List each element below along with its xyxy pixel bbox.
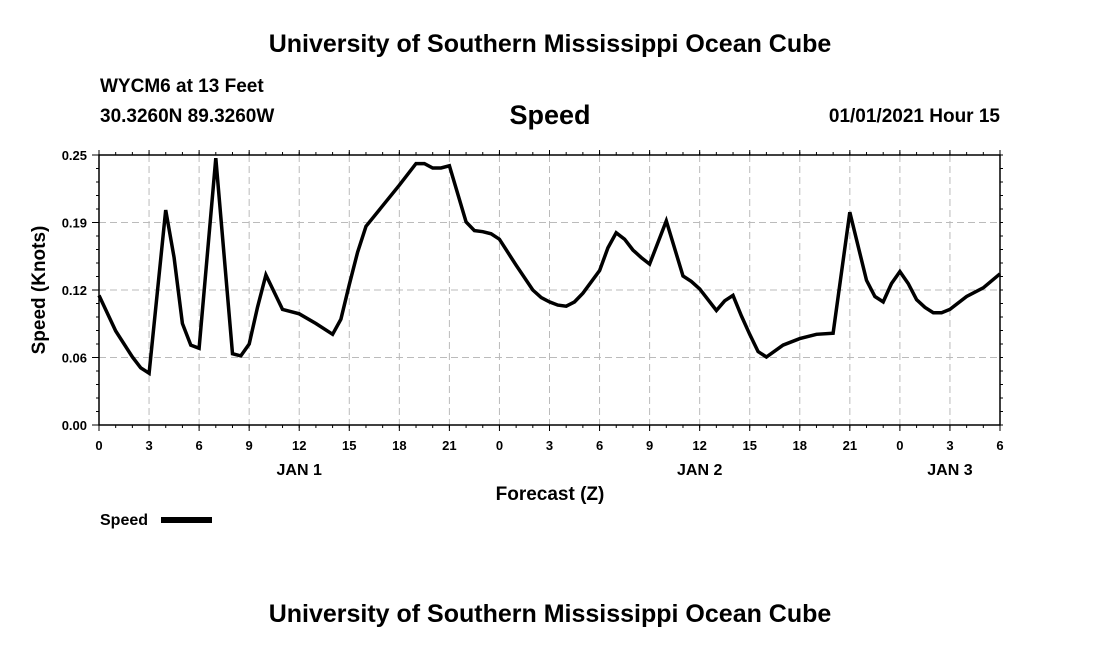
x-tick-label: 6: [996, 438, 1003, 453]
y-tick-label: 0.12: [62, 283, 87, 298]
x-tick-label: 6: [596, 438, 603, 453]
bottom-title: University of Southern Mississippi Ocean…: [268, 600, 832, 628]
speed-chart: 0.00 0.06 0.12 0.19 0.25 0 3 6 9 12 15 18 21 0 3 6 9 12 15…: [29, 148, 1004, 529]
y-tick-label: 0.06: [62, 351, 87, 366]
x-tick-label: 18: [392, 438, 406, 453]
x-tick-label: 0: [95, 438, 102, 453]
coordinates-label: 30.3260N 89.3260W: [100, 106, 275, 127]
y-axis-label: Speed (Knots): [29, 226, 50, 355]
series-line-speed: [97, 158, 1002, 377]
x-tick-label: 0: [496, 438, 503, 453]
x-tick-label: 9: [246, 438, 253, 453]
y-tick-label: 0.19: [62, 216, 87, 231]
series-layer: [97, 158, 1002, 377]
x-tick-label: 3: [145, 438, 152, 453]
top-title: University of Southern Mississippi Ocean…: [268, 30, 832, 58]
x-tick-label: 18: [793, 438, 807, 453]
station-label: WYCM6 at 13 Feet: [100, 76, 264, 97]
x-tick-label: 6: [195, 438, 202, 453]
x-tick-label: 15: [342, 438, 356, 453]
x-axis-label: Forecast (Z): [496, 484, 605, 505]
day-label: JAN 3: [927, 462, 972, 479]
axis-labels: Forecast (Z) Speed (Knots): [29, 226, 604, 505]
legend-swatch: [161, 517, 212, 523]
x-tick-label: 9: [646, 438, 653, 453]
x-tick-label: 21: [843, 438, 857, 453]
legend-label: Speed: [100, 512, 148, 529]
grid: [99, 155, 1000, 425]
x-tick-label: 12: [692, 438, 706, 453]
plot-frame: [98, 154, 1001, 426]
axes: 0.00 0.06 0.12 0.19 0.25 0 3 6 9 12 15 18 21 0 3 6 9 12 15…: [62, 148, 1004, 479]
day-label: JAN 1: [277, 462, 322, 479]
timestamp-label: 01/01/2021 Hour 15: [828, 106, 1000, 127]
x-tick-label: 21: [442, 438, 456, 453]
legend: Speed: [100, 512, 212, 529]
day-label: JAN 2: [677, 462, 722, 479]
x-tick-label: 15: [742, 438, 756, 453]
x-tick-label: 3: [546, 438, 553, 453]
x-tick-label: 12: [292, 438, 306, 453]
y-tick-label: 0.25: [62, 148, 87, 163]
y-tick-label: 0.00: [62, 418, 87, 433]
chart-title: Speed: [509, 100, 591, 130]
x-tick-label: 0: [896, 438, 903, 453]
x-tick-label: 3: [946, 438, 953, 453]
